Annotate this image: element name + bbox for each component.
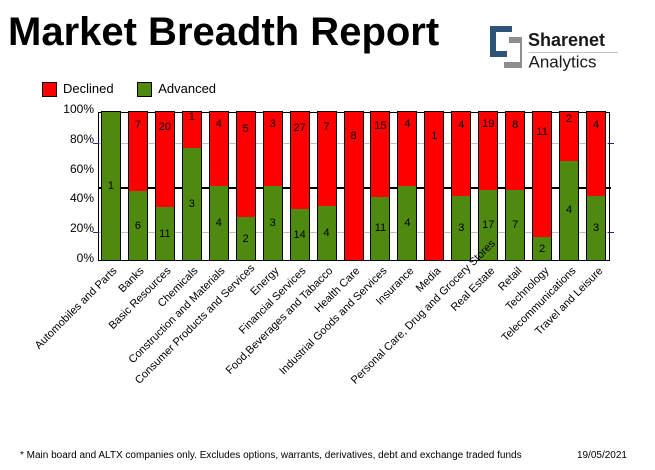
svg-text:Analytics: Analytics [529,53,597,72]
svg-text:Sharenet: Sharenet [528,30,605,50]
